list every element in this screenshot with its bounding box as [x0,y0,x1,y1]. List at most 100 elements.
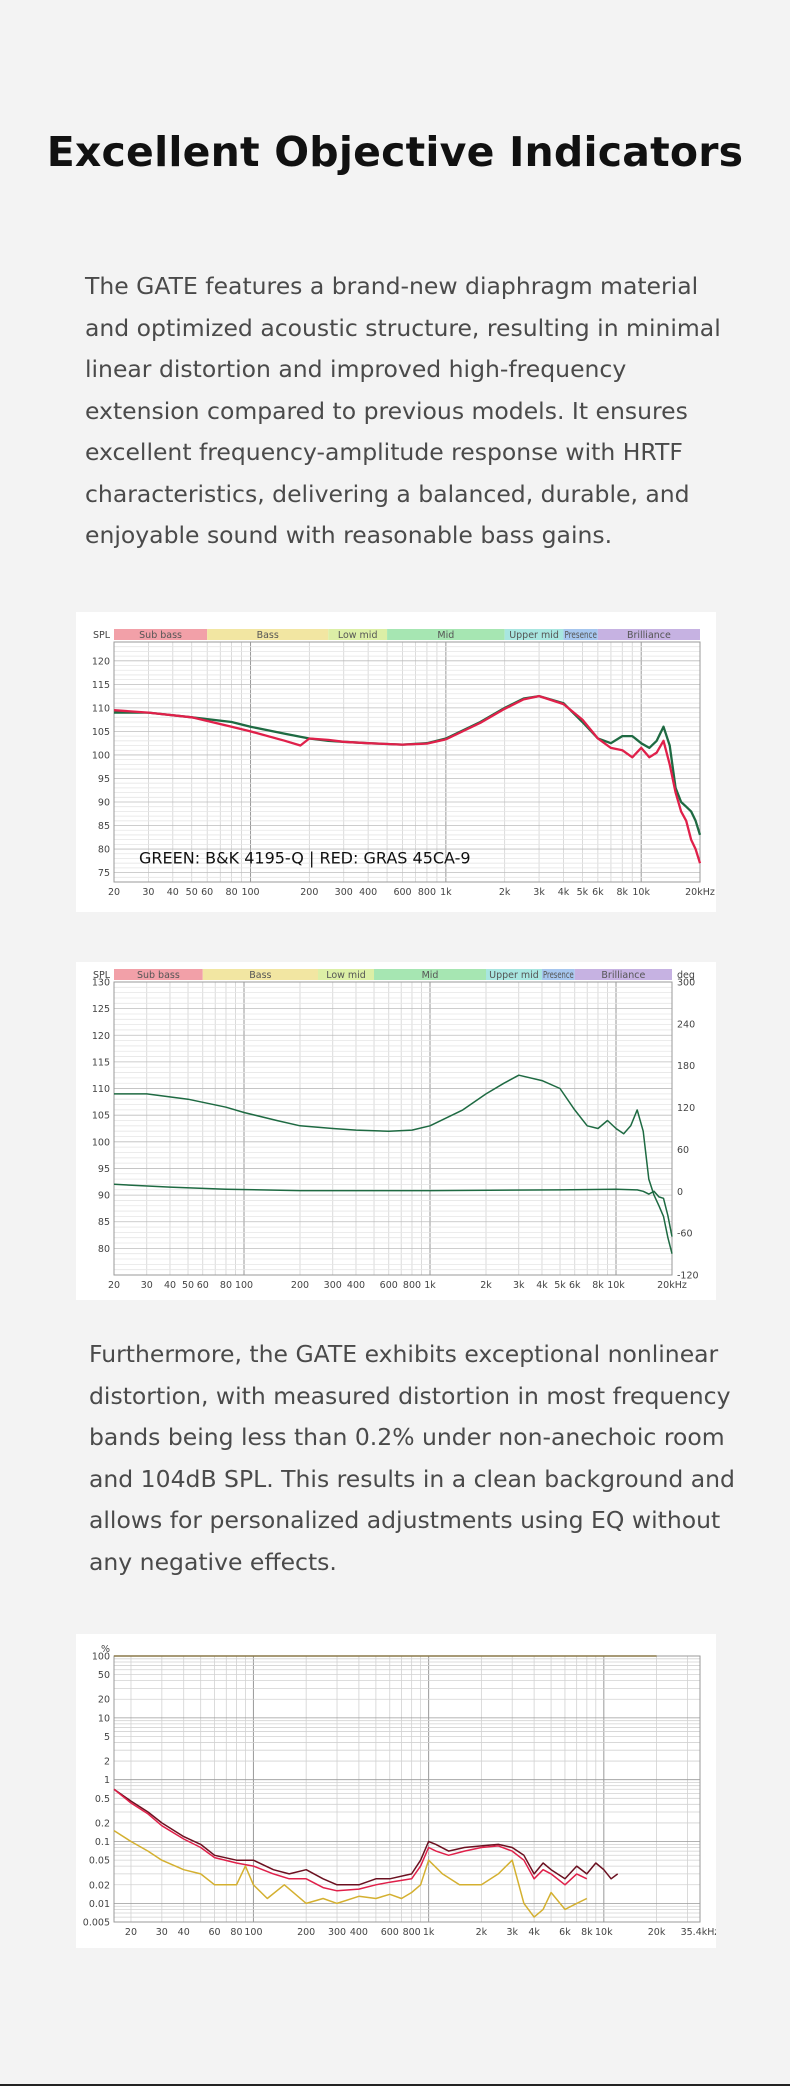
band-presence [541,969,575,980]
y-tick-label: 2 [104,1757,110,1768]
band-label: Presence [564,630,597,641]
intro-paragraph: The GATE features a brand-new diaphragm … [85,272,721,549]
y-tick-label: 10 [98,1713,110,1724]
y-tick-label: 0.01 [89,1899,110,1910]
x-tick-label: 10k [595,1927,613,1938]
y-tick-label: 105 [92,1111,110,1122]
x-tick-label: 20 [125,1927,137,1938]
x-tick-label: 400 [350,1927,368,1938]
x-tick-label: 60 [197,1280,209,1291]
band-label: Bass [249,970,271,981]
band-low-mid [328,629,388,640]
distortion-plot: %1005020105210.50.20.10.050.020.010.0052… [83,1644,716,1938]
x-tick-label: 10k [607,1280,625,1291]
x-tick-label: 35.4kHz [681,1927,716,1938]
y-tick-label: 20 [98,1695,110,1706]
y2-tick-label: -60 [677,1229,693,1240]
x-tick-label: 30 [156,1927,168,1938]
frequency-response-chart: Sub bass Bass Low mid Mid Upper mid Presence B… [76,612,716,912]
band-sub-bass [114,629,208,640]
band-label: Bass [257,630,279,641]
x-tick-label: 20 [108,887,120,898]
grid [113,641,701,883]
band-upper-mid [504,629,564,640]
bottom-divider [0,2084,790,2086]
y-axis-label: SPL [93,630,111,641]
x-tick-label: 1k [424,1280,436,1291]
y-tick-label: 95 [98,774,110,785]
x-tick-label: 6k [592,887,604,898]
chart-annotation: GREEN: B&K 4195-Q | RED: GRAS 45CA-9 [139,848,471,867]
y-tick-label: 0.2 [95,1818,110,1829]
x-tick-label: 3k [513,1280,525,1291]
band-label: Sub bass [137,970,180,981]
y2-tick-label: 0 [677,1187,683,1198]
x-tick-label: 40 [167,887,179,898]
y-tick-label: 85 [98,821,110,832]
x-tick-label: 20kHz [657,1280,687,1291]
band-brilliance [597,629,700,640]
y-axis-label: % [101,1644,110,1655]
y-tick-label: 0.05 [89,1856,110,1867]
band-low-mid [318,969,375,980]
band-mid [374,969,486,980]
x-tick-label: 800 [403,1280,421,1291]
x-tick-label: 40 [178,1927,190,1938]
band-label: Sub bass [139,630,182,641]
x-tick-label: 5k [554,1280,566,1291]
y-tick-label: 90 [98,798,110,809]
y2-axis-label: deg [677,970,695,981]
grid [114,1655,700,1923]
x-tick-label: 80 [226,887,238,898]
x-tick-label: 200 [297,1927,315,1938]
band-sub-bass [114,969,203,980]
y-tick-label: 120 [92,656,110,667]
series-red-main-line [113,694,702,864]
series-green-left-line [114,1074,673,1254]
x-tick-label: 5k [577,887,589,898]
x-tick-label: 800 [403,1927,421,1938]
y-tick-label: 100 [92,1652,110,1663]
x-tick-label: 80 [230,1927,242,1938]
x-tick-label: 60 [201,887,213,898]
frequency-response-plot: Sub bass Bass Low mid Mid Upper mid Presence B… [92,629,715,898]
grid [113,981,673,1276]
x-tick-label: 600 [381,1927,399,1938]
y-tick-label: 105 [92,727,110,738]
x-tick-label: 6k [569,1280,581,1291]
x-tick-label: 30 [142,887,154,898]
x-tick-label: 20 [108,1280,120,1291]
band-label: Mid [422,970,439,981]
y-axis-label: SPL [93,970,111,981]
y-tick-label: 95 [98,1164,110,1175]
y-tick-label: 120 [92,1031,110,1042]
x-tick-label: 200 [291,1280,309,1291]
y2-tick-label: 240 [677,1019,695,1030]
x-tick-label: 1k [440,887,452,898]
y-tick-label: 0.005 [83,1918,110,1929]
y-tick-label: 100 [92,750,110,761]
y-tick-label: 50 [98,1670,110,1681]
series-dark_red-main-line [113,1788,619,1886]
x-tick-label: 80 [220,1280,232,1291]
plot-frame [113,981,673,1276]
band-label: Brilliance [601,970,645,981]
x-tick-label: 40 [164,1280,176,1291]
x-tick-label: 300 [324,1280,342,1291]
band-label: Low mid [338,630,378,641]
x-tick-label: 1k [423,1927,435,1938]
x-tick-label: 20kHz [685,887,715,898]
y-tick-label: 80 [98,1244,110,1255]
x-tick-label: 600 [380,1280,398,1291]
y-tick-label: 110 [92,1084,110,1095]
y-tick-label: 0.02 [89,1880,110,1891]
x-tick-label: 8k [581,1927,593,1938]
distortion-paragraph: Furthermore, the GATE exhibits exception… [89,1340,735,1576]
x-tick-label: 4k [536,1280,548,1291]
y-tick-label: 1 [104,1775,110,1786]
x-tick-label: 50 [182,1280,194,1291]
x-tick-label: 100 [244,1927,262,1938]
y2-tick-label: 180 [677,1061,695,1072]
x-tick-label: 4k [528,1927,540,1938]
band-label: Upper mid [489,970,539,981]
